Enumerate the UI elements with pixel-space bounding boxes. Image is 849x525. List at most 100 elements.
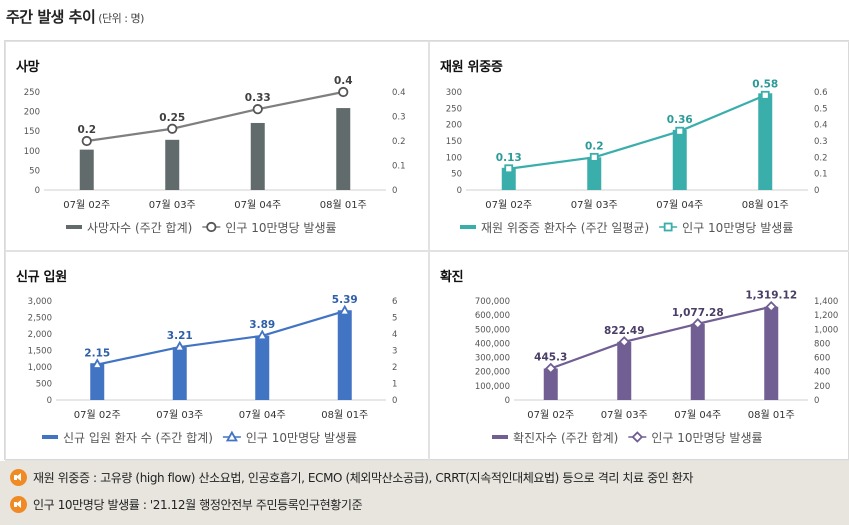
rate-data-label: 0.36 — [667, 114, 693, 126]
legend-bar-label: 신규 입원 환자 수 (주간 합계) — [63, 431, 213, 445]
bar — [250, 122, 265, 190]
left-axis-tick: 250 — [446, 104, 462, 114]
legend-marker — [631, 431, 644, 443]
left-axis-tick: 2,500 — [28, 314, 52, 324]
rate-point — [675, 126, 685, 136]
right-axis-tick: 6 — [392, 297, 397, 307]
legend: 재원 위중증 환자수 (주간 일평균) 인구 10만명당 발생률 — [460, 221, 793, 235]
left-axis-tick: 0 — [505, 396, 510, 406]
rate-data-label: 0.2 — [77, 124, 96, 136]
legend: 신규 입원 환자 수 (주간 합계) 인구 10만명당 발생률 — [42, 430, 357, 445]
left-axis-tick: 200 — [446, 121, 462, 131]
confirmed-chart-title: 확진 — [440, 270, 464, 285]
bar — [337, 310, 352, 400]
right-axis-tick: 0 — [392, 396, 397, 406]
x-tick-label: 07월 03주 — [149, 199, 196, 211]
rate-point — [760, 90, 770, 100]
right-axis-tick: 0 — [814, 396, 819, 406]
chart-grid: 0 50 100 150 200 250 0 0.1 0.2 0.3 0.4 07월 02주 07월 0… — [4, 40, 849, 461]
bar — [79, 149, 94, 190]
rate-data-label: 2.15 — [84, 348, 110, 360]
rate-data-label: 3.21 — [167, 330, 193, 342]
bar — [758, 93, 773, 190]
left-axis-tick: 300,000 — [475, 354, 510, 364]
severe-chart-title: 재원 위중증 — [440, 60, 503, 75]
bar — [690, 323, 705, 400]
left-axis-tick: 1,000 — [28, 363, 52, 373]
bar — [501, 167, 516, 190]
left-axis-tick: 200,000 — [475, 368, 510, 378]
legend-marker — [663, 222, 673, 232]
left-axis-tick: 700,000 — [475, 297, 510, 307]
deaths-chart: 0 50 100 150 200 250 0 0.1 0.2 0.3 0.4 07월 02주 07월 0… — [24, 75, 406, 235]
rate-data-label: 3.89 — [249, 319, 275, 331]
right-axis-tick: 3 — [392, 347, 397, 357]
chart-panel-deaths: 0 50 100 150 200 250 0 0.1 0.2 0.3 0.4 07월 02주 07월 0… — [5, 41, 429, 251]
right-axis-tick: 1,000 — [814, 325, 838, 335]
bar — [165, 139, 180, 190]
left-axis-tick: 600,000 — [475, 311, 510, 321]
x-tick-label: 07월 03주 — [156, 409, 203, 421]
right-axis-tick: 0.3 — [392, 113, 406, 123]
footnote-rate-basis: 인구 10만명당 발생률 : '21.12월 행정안전부 주민등록인구현황기준 — [10, 496, 363, 513]
rate-point — [504, 164, 514, 174]
rate-point — [338, 304, 351, 316]
admissions-chart: 0 500 1,000 1,500 2,000 2,500 3,000 0 1 2 3 4 5 6 07월 … — [28, 294, 398, 445]
bar — [617, 341, 632, 400]
rate-data-label: 0.58 — [752, 78, 778, 90]
rate-point — [691, 318, 704, 330]
right-axis-tick: 200 — [814, 382, 830, 392]
deaths-chart-title: 사망 — [16, 60, 40, 75]
bar — [255, 335, 270, 400]
x-tick-label: 07월 02주 — [485, 199, 532, 211]
bar — [764, 306, 779, 400]
right-axis-tick: 1 — [392, 380, 397, 390]
footnote-severe-definition: 재원 위중증 : 고유량 (high flow) 산소요법, 인공호흡기, EC… — [10, 469, 693, 486]
legend: 사망자수 (주간 합계) 인구 10만명당 발생률 — [66, 221, 337, 235]
right-axis-tick: 0.1 — [392, 162, 406, 172]
left-axis-tick: 150 — [446, 137, 462, 147]
legend-bar-swatch — [492, 435, 508, 439]
left-axis-tick: 2,000 — [28, 330, 52, 340]
right-axis-tick: 0.4 — [392, 88, 406, 98]
chart-panel-severe: 0 50 100 150 200 250 300 0 0.1 0.2 0.3 0.4 0.5 0.6 07월… — [429, 41, 849, 251]
rate-data-label: 1,077.28 — [672, 307, 724, 319]
severe-chart: 0 50 100 150 200 250 300 0 0.1 0.2 0.3 0.4 0.5 0.6 07월… — [446, 78, 828, 235]
rate-data-label: 0.4 — [334, 75, 353, 87]
x-tick-label: 08월 01주 — [748, 409, 795, 421]
rate-line — [97, 310, 346, 366]
right-axis-tick: 0.5 — [814, 104, 828, 114]
admissions-chart-title: 신규 입원 — [16, 270, 67, 285]
right-axis-tick: 0.1 — [814, 170, 828, 180]
right-axis-tick: 1,400 — [814, 297, 838, 307]
right-axis-tick: 0.4 — [814, 121, 828, 131]
right-axis-tick: 5 — [392, 314, 397, 324]
rate-data-label: 445.3 — [534, 352, 567, 364]
left-axis-tick: 500,000 — [475, 325, 510, 335]
legend-bar-label: 확진자수 (주간 합계) — [513, 431, 618, 445]
x-tick-label: 07월 03주 — [601, 409, 648, 421]
footnotes: 재원 위중증 : 고유량 (high flow) 산소요법, 인공호흡기, EC… — [0, 461, 849, 525]
bar — [587, 157, 602, 190]
legend-line-label: 인구 10만명당 발생률 — [651, 431, 762, 445]
rate-line — [508, 94, 766, 170]
right-axis-tick: 0 — [814, 186, 819, 196]
left-axis-tick: 1,500 — [28, 347, 52, 357]
rate-point — [252, 104, 263, 115]
right-axis-tick: 1,200 — [814, 311, 838, 321]
legend: 확진자수 (주간 합계) 인구 10만명당 발생률 — [492, 431, 763, 445]
legend-bar-label: 사망자수 (주간 합계) — [87, 221, 192, 235]
legend-bar-label: 재원 위중증 환자수 (주간 일평균) — [481, 221, 649, 235]
right-axis-tick: 0.3 — [814, 137, 828, 147]
rate-point — [173, 340, 186, 352]
left-axis-tick: 50 — [29, 166, 40, 176]
legend-bar-swatch — [42, 435, 58, 439]
right-axis-tick: 0 — [392, 186, 397, 196]
left-axis-tick: 0 — [35, 186, 40, 196]
left-axis-tick: 250 — [24, 88, 40, 98]
x-tick-label: 07월 02주 — [527, 409, 574, 421]
x-tick-label: 07월 04주 — [239, 409, 286, 421]
left-axis-tick: 200 — [24, 108, 40, 118]
right-axis-tick: 0.2 — [392, 137, 406, 147]
rate-point — [256, 329, 269, 341]
